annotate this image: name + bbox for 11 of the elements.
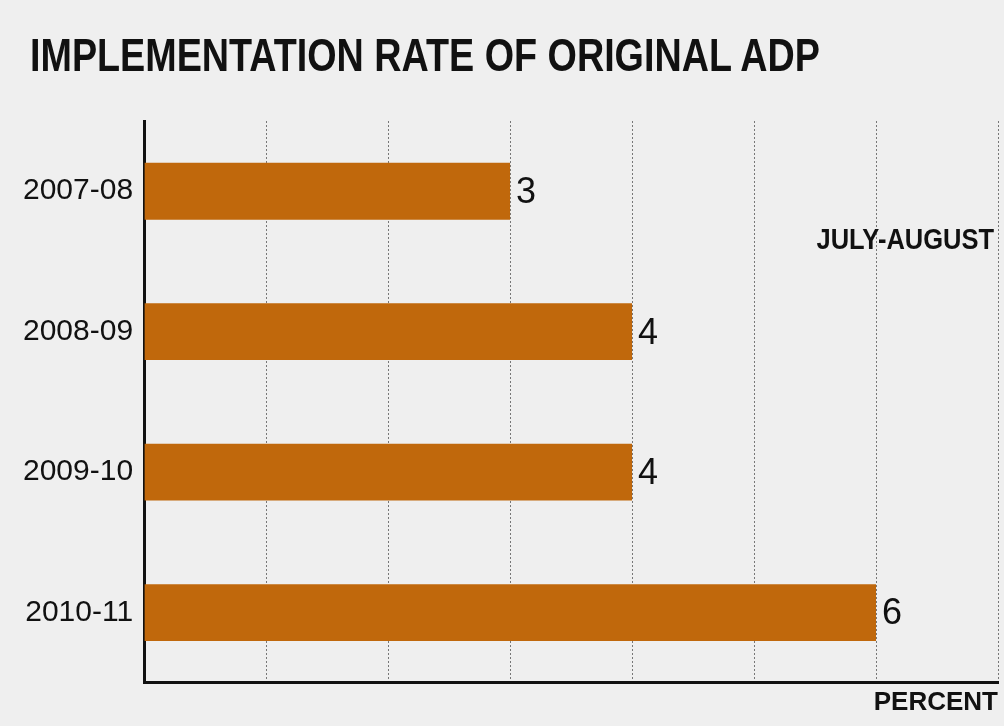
annotation: JULY-AUGUST [816,222,994,256]
data-label: 3 [516,170,537,212]
y-tick-label: 2010-11 [25,593,134,627]
data-label: 6 [882,591,903,633]
data-label: 4 [638,310,659,352]
y-tick-label: 2007-08 [22,172,134,206]
y-tick-label: 2008-09 [22,312,134,346]
y-tick-label: 2009-10 [22,453,134,487]
x-axis-title: PERCENT [873,685,999,716]
chart-title: IMPLEMENTATION RATE OF ORIGINAL ADP [30,28,821,82]
data-label: 4 [638,451,659,493]
